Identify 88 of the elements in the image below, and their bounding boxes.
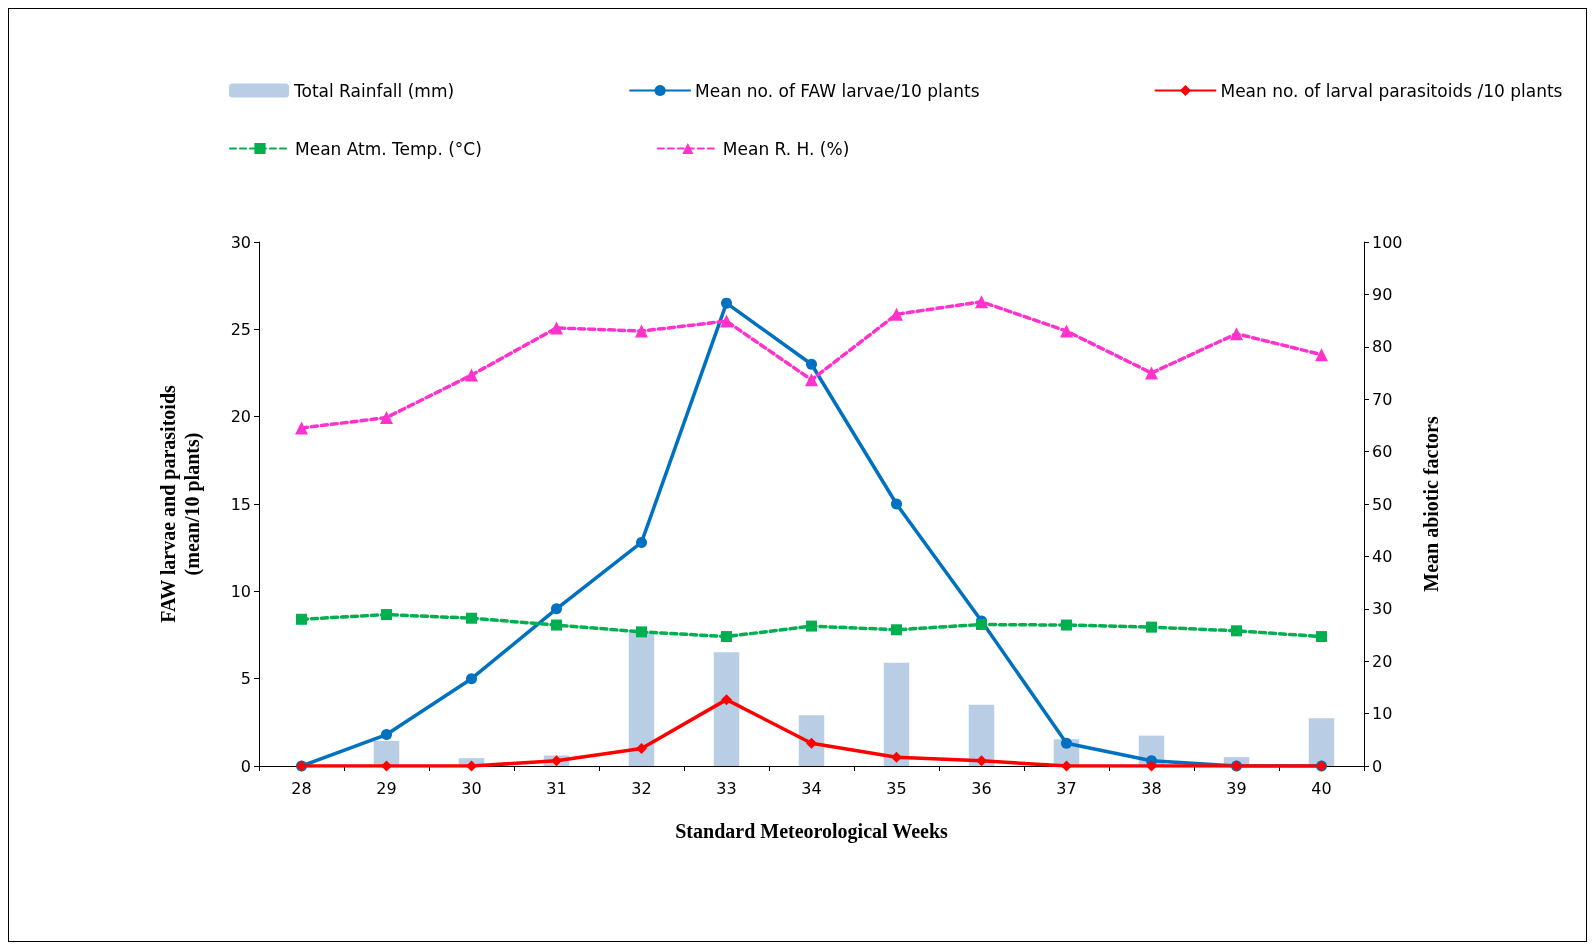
point [976, 755, 987, 767]
point [1061, 619, 1072, 631]
bar [968, 704, 995, 766]
y2-tick-label: 20 [1372, 651, 1393, 671]
legend-label: Mean R. H. (%) [722, 138, 850, 159]
y2-tick-label: 0 [1372, 756, 1383, 776]
x-tick-label: 37 [1056, 778, 1077, 798]
y2-tick-label: 70 [1372, 389, 1393, 409]
x-tick-label: 30 [461, 778, 482, 798]
point [1230, 327, 1243, 341]
x-tick-label: 38 [1141, 778, 1162, 798]
point [635, 324, 648, 338]
point [636, 743, 647, 755]
point [551, 619, 562, 631]
y2-tick-label: 90 [1372, 284, 1393, 304]
point [465, 368, 478, 382]
x-tick-label: 31 [546, 778, 567, 798]
point [295, 421, 308, 435]
y-tick-label: 25 [230, 319, 251, 339]
legend-label: Mean Atm. Temp. (°C) [295, 138, 482, 159]
point [1061, 760, 1072, 772]
x-tick-label: 39 [1226, 778, 1247, 798]
point [380, 411, 393, 425]
point [1060, 324, 1073, 338]
y-axis-title: FAW larvae and parasitoids (mean/10 plants) [157, 384, 204, 623]
y2-tick-label: 10 [1372, 704, 1393, 724]
point [720, 314, 733, 328]
x-tick-label: 28 [291, 778, 312, 798]
point [636, 536, 647, 548]
point [1146, 621, 1157, 633]
legend-label: Mean no. of larval parasitoids /10 plants [1220, 80, 1563, 101]
point [806, 358, 817, 370]
point [381, 609, 392, 621]
point [891, 498, 902, 510]
x-tick-label: 35 [886, 778, 907, 798]
legend-label: Total Rainfall (mm) [293, 80, 455, 101]
point [551, 755, 562, 767]
point [975, 295, 988, 309]
point [1315, 348, 1328, 362]
y-tick-label: 5 [240, 669, 251, 689]
y-tick-label: 0 [240, 756, 251, 776]
point [1145, 366, 1158, 380]
point [891, 751, 902, 763]
bar [883, 662, 910, 766]
point [976, 619, 987, 631]
point [381, 729, 392, 741]
point [806, 620, 817, 632]
x-tick-label: 34 [801, 778, 822, 798]
point [721, 631, 732, 643]
y2-tick-label: 30 [1372, 599, 1393, 619]
point [296, 613, 307, 625]
point [550, 321, 563, 335]
y2-tick-label: 40 [1372, 546, 1393, 566]
x-tick-label: 29 [376, 778, 397, 798]
point [1061, 737, 1072, 749]
bar [1308, 718, 1335, 766]
bar [713, 652, 740, 766]
y2-tick-label: 50 [1372, 494, 1393, 514]
point [636, 626, 647, 638]
x-tick-label: 32 [631, 778, 652, 798]
x-tick-label: 36 [971, 778, 992, 798]
x-axis-title: Standard Meteorological Weeks [675, 820, 949, 843]
point [721, 694, 732, 706]
bar [628, 631, 655, 766]
point [551, 603, 562, 615]
y-tick-label: 10 [230, 581, 251, 601]
y2-tick-label: 100 [1372, 232, 1403, 252]
y-tick-label: 15 [230, 494, 251, 514]
legend-label: Mean no. of FAW larvae/10 plants [695, 80, 980, 101]
point [805, 373, 818, 387]
point [721, 297, 732, 309]
y2-tick-label: 60 [1372, 442, 1393, 462]
y-tick-label: 30 [230, 232, 251, 252]
point [1316, 631, 1327, 643]
y2-tick-label: 80 [1372, 337, 1393, 357]
point [891, 624, 902, 636]
point [806, 737, 817, 749]
point [890, 307, 903, 321]
point [466, 760, 477, 772]
y2-axis-title: Mean abiotic factors [1420, 416, 1442, 592]
point [466, 673, 477, 685]
x-tick-label: 40 [1311, 778, 1332, 798]
x-tick-label: 33 [716, 778, 737, 798]
point [1146, 760, 1157, 772]
point [466, 612, 477, 624]
point [381, 760, 392, 772]
y-tick-label: 20 [230, 407, 251, 427]
point [1231, 625, 1242, 637]
